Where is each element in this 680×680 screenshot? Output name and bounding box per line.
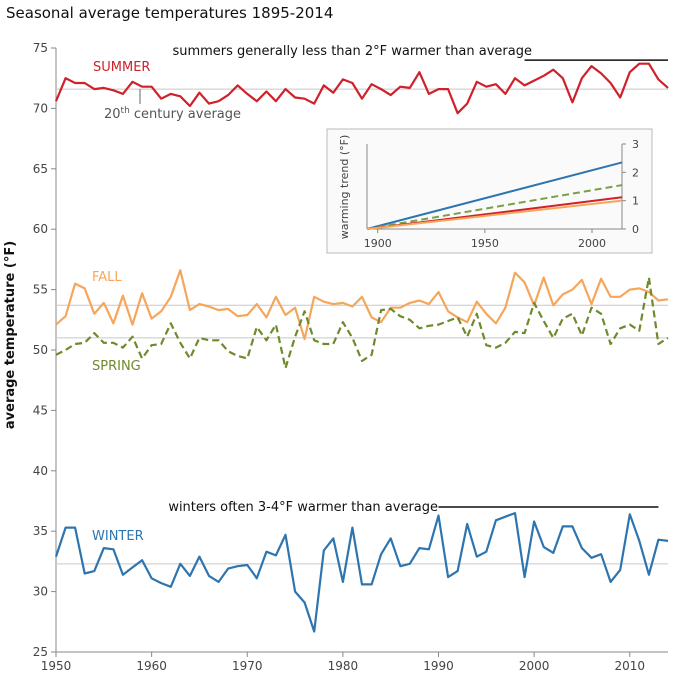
y-tick-label: 45 — [33, 403, 48, 417]
x-tick-label: 2010 — [614, 659, 645, 673]
y-tick-label: 25 — [33, 645, 48, 659]
average-label-number: 20 — [104, 107, 121, 122]
inset-y-tick-label: 2 — [632, 166, 639, 179]
inset-x-tick-label: 1900 — [364, 237, 392, 250]
winter-annotation-text: winters often 3-4°F warmer than average — [168, 500, 438, 515]
inset-y-tick-label: 3 — [632, 138, 639, 151]
y-tick-label: 40 — [33, 464, 48, 478]
chart-title: Seasonal average temperatures 1895-2014 — [6, 4, 334, 22]
x-tick-label: 1960 — [136, 659, 167, 673]
y-tick-label: 65 — [33, 162, 48, 176]
annotations: summers generally less than 2°F warmer t… — [104, 44, 668, 515]
inset-x-tick-label: 2000 — [578, 237, 606, 250]
series-label-fall: FALL — [92, 270, 122, 285]
series-label-winter: WINTER — [92, 529, 144, 544]
average-label-superscript: th — [121, 106, 130, 116]
x-tick-label: 1970 — [232, 659, 263, 673]
average-label: 20th century average — [104, 106, 241, 122]
x-tick-label: 2000 — [519, 659, 550, 673]
inset-y-axis-label: warming trend (°F) — [338, 135, 351, 240]
x-tick-label: 1980 — [328, 659, 359, 673]
series-line-fall — [55, 269, 669, 341]
inset-trend-spring — [366, 184, 623, 230]
inset-chart: 0 1 2 3 1900 1950 2000 warming trend (°F) — [326, 128, 653, 254]
x-tick-label: 1990 — [423, 659, 454, 673]
summer-annotation-text: summers generally less than 2°F warmer t… — [172, 44, 532, 59]
series-lines — [54, 62, 669, 633]
y-tick-label: 70 — [33, 101, 48, 115]
inset-y-tick-label: 0 — [632, 223, 639, 236]
inset-y-tick-label: 1 — [632, 195, 639, 208]
inset-x-tick-label: 1950 — [471, 237, 499, 250]
y-tick-label: 50 — [33, 343, 48, 357]
inset-trend-winter — [366, 161, 623, 230]
y-tick-label: 35 — [33, 524, 48, 538]
series-line-summer — [54, 62, 669, 115]
series-label-summer: SUMMER — [93, 60, 150, 75]
x-tick-label: 1950 — [41, 659, 72, 673]
series-label-spring: SPRING — [92, 359, 141, 374]
inset-trend-fall — [366, 199, 623, 230]
y-tick-label: 30 — [33, 585, 48, 599]
y-tick-label: 60 — [33, 222, 48, 236]
y-tick-label: 75 — [33, 41, 48, 55]
inset-frame — [326, 128, 653, 254]
series-line-spring — [55, 276, 669, 370]
series-line-winter — [54, 511, 669, 633]
y-tick-label: 55 — [33, 283, 48, 297]
series-labels: SUMMER FALL SPRING WINTER — [92, 60, 150, 544]
y-axis-label: average temperature (°F) — [3, 241, 18, 429]
average-label-text: century average — [130, 107, 241, 122]
